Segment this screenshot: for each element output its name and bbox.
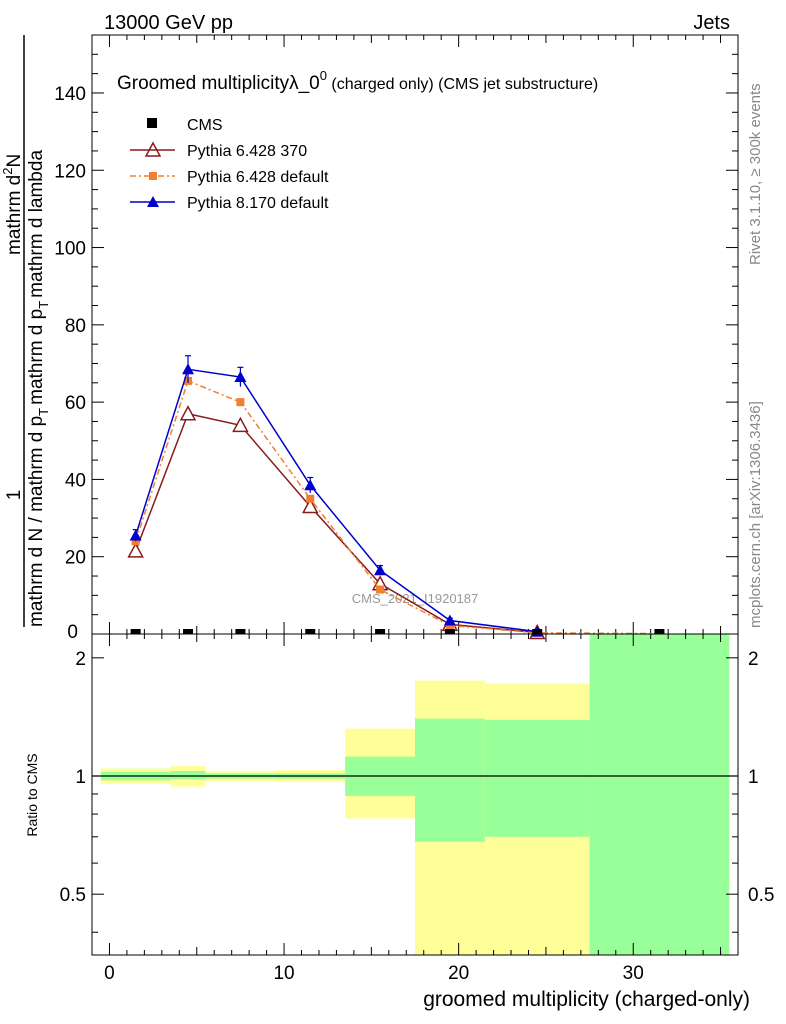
- ylabel-den-sub2: T: [36, 301, 51, 309]
- main-ytick-label: 140: [54, 84, 86, 105]
- ylabel-numerator-one: 1: [4, 490, 25, 501]
- ratio-band-inner: [170, 770, 206, 780]
- ratio-ylabel: Ratio to CMS: [24, 753, 40, 836]
- ratio-band-inner: [415, 718, 485, 842]
- point-cms: [130, 629, 141, 634]
- point-p6-370: [232, 416, 249, 433]
- point-cms: [444, 629, 455, 634]
- point-p6-370: [301, 497, 319, 514]
- ratio-ytick-label-right: 0.5: [748, 885, 774, 906]
- point-p8-default: [304, 479, 317, 491]
- ratio-ticks: 0 10 20 30 0.5 0.5 1 1 2 2: [60, 634, 774, 984]
- chart-title-main: Groomed multiplicityλ_0: [117, 73, 320, 94]
- main-ytick-label: 20: [65, 548, 86, 569]
- chart-title: Groomed multiplicityλ_00 (charged only) …: [117, 68, 598, 94]
- chart-title-sup: 0: [320, 68, 327, 83]
- ratio-xtick-label: 30: [623, 963, 644, 984]
- ratio-xtick-label: 0: [104, 963, 115, 984]
- point-p6-default: [376, 585, 385, 594]
- header-right: Jets: [693, 12, 730, 34]
- ratio-xlabel: groomed multiplicity (charged-only): [423, 988, 750, 1011]
- legend: CMS Pythia 6.428 370 Pythia 6.428 defaul…: [130, 117, 329, 212]
- main-plot: 20 40 60 80 100 120 140 0 CMS_2021_I1920187 Gro…: [54, 34, 739, 643]
- series-line-p6-default: [134, 379, 660, 635]
- point-p8-default: [234, 371, 247, 383]
- point-cms: [183, 629, 194, 634]
- ratio-ytick-label: 2: [75, 649, 86, 670]
- ratio-plot: 0 10 20 30 0.5 0.5 1 1 2 2 Ratio to CMS groomed m…: [24, 633, 774, 1011]
- main-xticks: [108, 35, 722, 634]
- main-ticks: 20 40 60 80 100 120 140 0: [54, 53, 738, 643]
- ylabel-num-part2: N: [4, 154, 25, 168]
- point-p8-default: [182, 363, 195, 375]
- rivet-label: Rivet 3.1.10, ≥ 300k events: [747, 83, 764, 265]
- point-cms: [375, 629, 386, 634]
- point-p6-370: [127, 542, 144, 558]
- legend-label-p6-370: Pythia 6.428 370: [187, 143, 307, 160]
- point-p6-370: [179, 405, 197, 421]
- main-ytick-label: 60: [65, 393, 86, 414]
- ratio-ytick-label: 0.5: [60, 885, 86, 906]
- legend-label-p6-default: Pythia 6.428 default: [187, 169, 329, 186]
- point-p6-default: [306, 494, 315, 503]
- legend-label-p8-default: Pythia 8.170 default: [187, 195, 329, 212]
- legend-marker-p8-default: [147, 196, 159, 207]
- main-ylabel: 1 mathrm d N / mathrm d pTmathrm d pTmat…: [0, 35, 51, 627]
- watermark: CMS_2021_I1920187: [352, 591, 479, 606]
- ratio-ytick-label-right: 1: [748, 767, 759, 788]
- ylabel-den-part3: mathrm d lambda: [26, 150, 47, 298]
- legend-marker-p6-default: [149, 172, 157, 180]
- main-ytick-label: 80: [65, 316, 86, 337]
- point-p6-default: [445, 621, 454, 630]
- point-cms: [532, 629, 543, 634]
- point-p8-default: [129, 529, 142, 541]
- legend-label-cms: CMS: [187, 117, 223, 134]
- point-cms: [654, 629, 665, 634]
- legend-marker-cms: [147, 118, 157, 128]
- legend-marker-p6-370: [144, 141, 162, 157]
- ratio-ytick-label: 1: [75, 767, 86, 788]
- mcplots-label: mcplots.cern.ch [arXiv:1306.3436]: [747, 401, 764, 628]
- chart-title-suffix: (charged only) (CMS jet substructure): [327, 76, 598, 93]
- main-ytick-label: 40: [65, 470, 86, 491]
- main-series: [127, 355, 665, 640]
- ratio-bands: [100, 634, 730, 955]
- ratio-xtick-label: 10: [273, 963, 294, 984]
- ratio-ytick-label-right: 2: [748, 649, 759, 670]
- main-ytick-label: 120: [54, 161, 86, 182]
- ratio-plot-frame: [91, 633, 739, 956]
- point-p8-default: [443, 614, 456, 626]
- ylabel-den-sub1: T: [36, 408, 51, 416]
- ylabel-num-sup: 2: [0, 168, 15, 175]
- ratio-xtick-label: 20: [448, 963, 469, 984]
- point-cms: [305, 629, 316, 634]
- point-p6-default: [236, 398, 245, 407]
- ylabel-den-part2: mathrm d p: [26, 309, 47, 405]
- ylabel-den-part1: mathrm d N / mathrm d p: [26, 416, 47, 627]
- main-ytick-label-zero: 0: [67, 622, 78, 643]
- ylabel-num-part1: mathrm d: [4, 175, 25, 255]
- ratio-band-inner: [589, 634, 730, 955]
- point-p8-default: [374, 564, 387, 576]
- header-left: 13000 GeV pp: [104, 12, 233, 34]
- ylabel-numerator: mathrm d2N: [0, 154, 25, 255]
- ratio-band-inner: [484, 719, 590, 837]
- main-ytick-label: 100: [54, 239, 86, 260]
- ylabel-denominator: mathrm d N / mathrm d pTmathrm d pTmathr…: [26, 150, 51, 627]
- point-cms: [235, 629, 246, 634]
